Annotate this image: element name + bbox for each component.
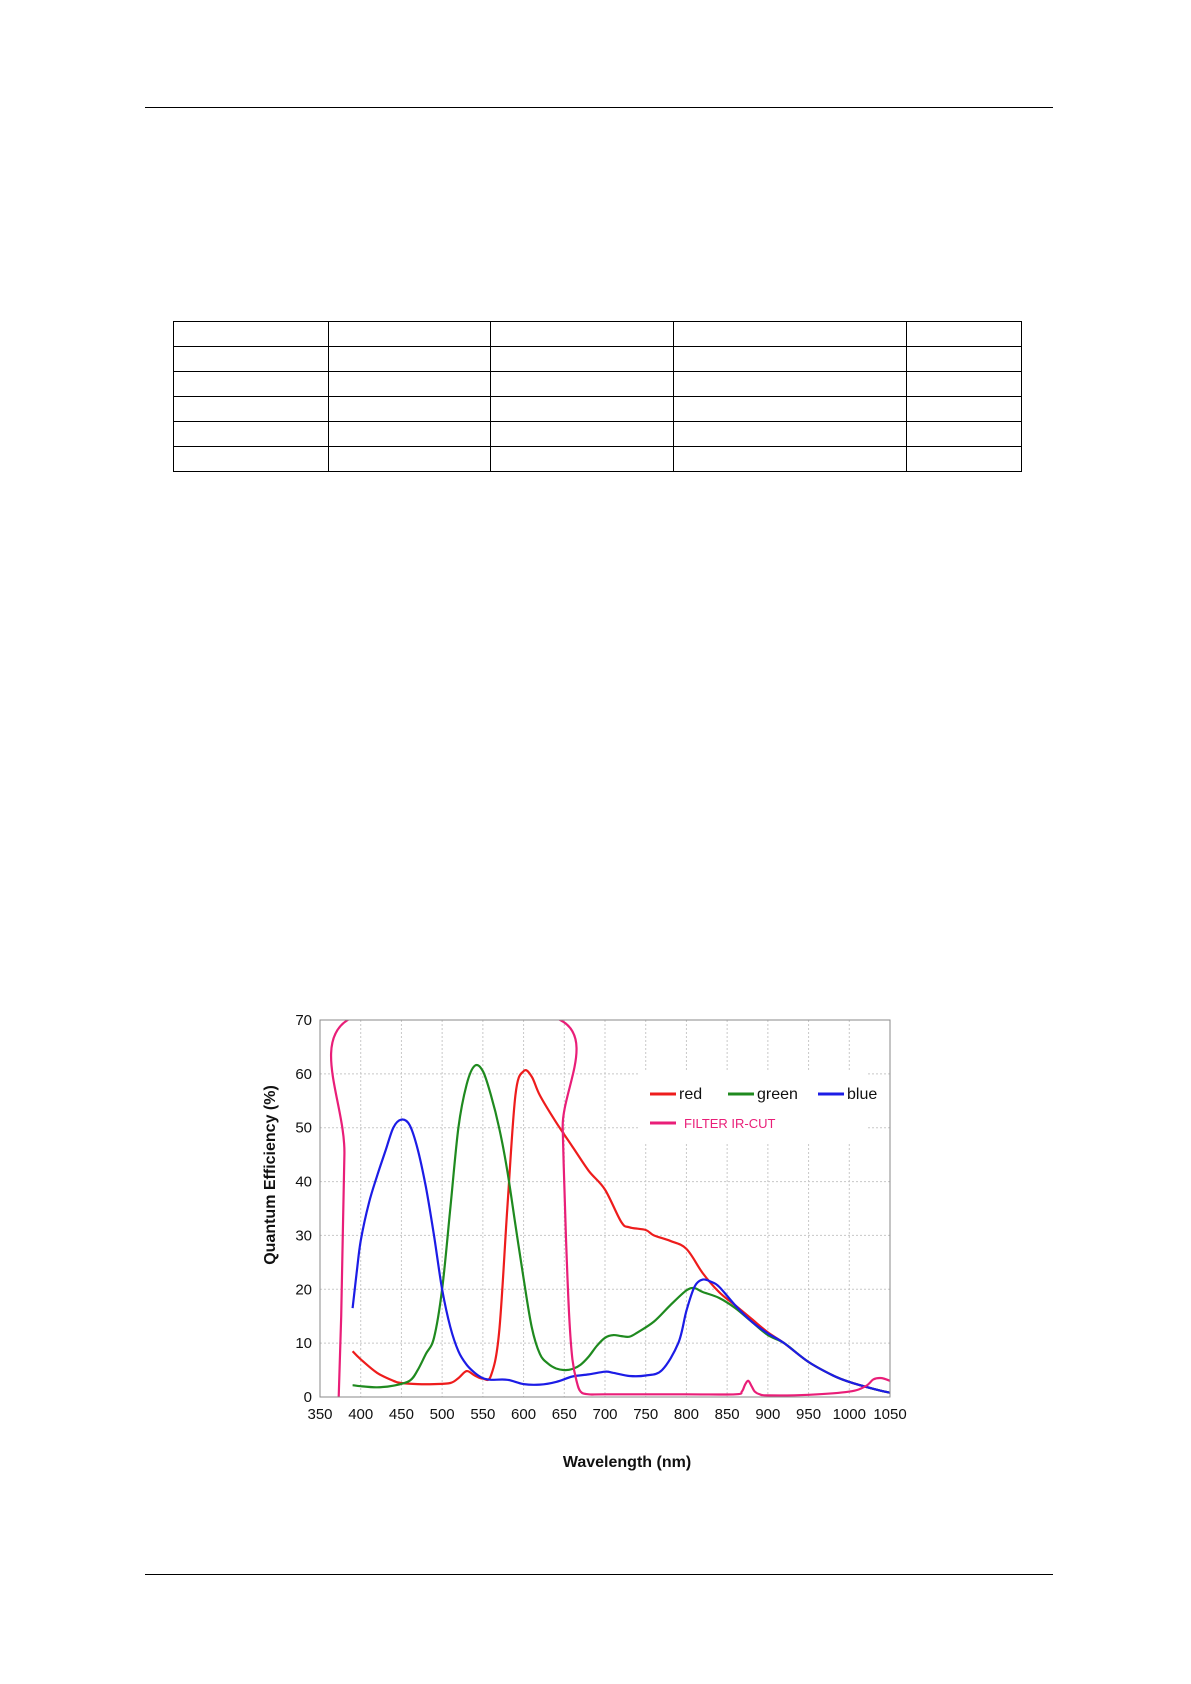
series-line-red	[351, 1069, 890, 1394]
x-tick-label: 1050	[873, 1406, 906, 1423]
spec-table	[173, 321, 1022, 472]
x-tick-label: 400	[348, 1406, 373, 1423]
table-cell	[173, 396, 329, 422]
table-cell	[906, 371, 1022, 397]
y-tick-label: 30	[295, 1227, 312, 1244]
table-cell	[173, 346, 329, 372]
table-row	[173, 321, 1022, 347]
legend-label-filter-ir-cut: FILTER IR-CUT	[684, 1116, 776, 1131]
table-cell	[673, 346, 907, 372]
table-cell	[490, 321, 674, 347]
table-row	[173, 446, 1022, 472]
table-cell	[328, 371, 491, 397]
header-rule	[145, 107, 1053, 108]
chart-legend: red green blue FILTER IR-CUT	[640, 1070, 877, 1144]
table-row	[173, 371, 1022, 397]
x-tick-label: 750	[633, 1406, 658, 1423]
table-cell	[173, 421, 329, 447]
table-cell	[173, 321, 329, 347]
plot-frame	[319, 1019, 891, 1398]
table-cell	[328, 346, 491, 372]
y-tick-label: 60	[295, 1066, 312, 1083]
quantum-efficiency-chart: red green blue FILTER IR-CUT 350 400 450 500 55…	[250, 1000, 930, 1485]
table-cell	[328, 421, 491, 447]
legend-label-red: red	[679, 1086, 702, 1103]
table-cell	[906, 321, 1022, 347]
footer-rule	[145, 1574, 1053, 1575]
y-tick-label: 50	[295, 1120, 312, 1137]
legend-label-green: green	[757, 1086, 798, 1103]
chart-series	[330, 1020, 890, 1397]
x-axis-label: Wavelength (nm)	[563, 1454, 691, 1471]
series-line-filter-ir-cut	[330, 1020, 890, 1397]
table-cell	[173, 371, 329, 397]
table-cell	[673, 396, 907, 422]
legend-label-blue: blue	[847, 1086, 877, 1103]
y-tick-label: 0	[304, 1389, 312, 1406]
table-cell	[673, 371, 907, 397]
y-tick-label: 70	[295, 1012, 312, 1029]
table-cell	[328, 321, 491, 347]
x-tick-label: 900	[755, 1406, 780, 1423]
table-cell	[673, 421, 907, 447]
y-tick-label: 20	[295, 1281, 312, 1298]
series-line-blue	[351, 1118, 890, 1394]
table-row	[173, 396, 1022, 422]
table-cell	[673, 321, 907, 347]
table-cell	[906, 446, 1022, 472]
table-cell	[490, 346, 674, 372]
table-cell	[490, 371, 674, 397]
table-cell	[328, 446, 491, 472]
chart-axes: 350 400 450 500 550 600 650 700 750 800 850 900 950 1…	[295, 1012, 906, 1423]
y-tick-label: 40	[295, 1174, 312, 1191]
chart-grid	[320, 1020, 890, 1397]
x-tick-label: 800	[674, 1406, 699, 1423]
x-tick-label: 950	[796, 1406, 821, 1423]
table-cell	[906, 346, 1022, 372]
x-tick-label: 550	[470, 1406, 495, 1423]
table-cell	[490, 446, 674, 472]
x-tick-label: 600	[511, 1406, 536, 1423]
table-row	[173, 421, 1022, 447]
y-tick-label: 10	[295, 1335, 312, 1352]
table-cell	[490, 421, 674, 447]
table-row	[173, 346, 1022, 372]
x-tick-label: 1000	[833, 1406, 866, 1423]
y-axis-label: Quantum Efficiency (%)	[262, 1085, 279, 1265]
legend-box	[640, 1070, 868, 1144]
table-cell	[490, 396, 674, 422]
table-cell	[328, 396, 491, 422]
table-cell	[906, 421, 1022, 447]
table-cell	[173, 446, 329, 472]
x-tick-label: 350	[307, 1406, 332, 1423]
x-tick-label: 650	[552, 1406, 577, 1423]
x-tick-label: 450	[389, 1406, 414, 1423]
x-tick-label: 850	[715, 1406, 740, 1423]
x-tick-label: 500	[430, 1406, 455, 1423]
x-tick-label: 700	[592, 1406, 617, 1423]
table-cell	[673, 446, 907, 472]
table-cell	[906, 396, 1022, 422]
